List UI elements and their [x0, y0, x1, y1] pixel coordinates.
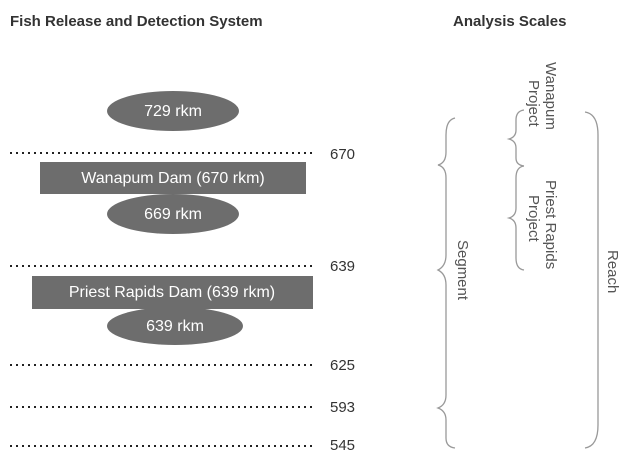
dam-box — [32, 276, 313, 309]
rkm-label: 625 — [330, 357, 355, 374]
segment-brace — [436, 117, 456, 449]
left-title: Fish Release and Detection System — [10, 13, 263, 30]
scales: Segment Wanapum Project Priest Rapids Pr… — [436, 62, 621, 449]
rkm-label: 639 — [330, 258, 355, 275]
detection-lines: 670 639 625 593 545 — [10, 146, 355, 454]
release-ellipse — [107, 307, 243, 345]
right-title: Analysis Scales — [453, 13, 566, 30]
dam-label: Priest Rapids Dam (639 rkm) — [69, 284, 275, 301]
release-ellipse — [107, 91, 239, 131]
release-label: 669 rkm — [144, 206, 202, 223]
rkm-label: 593 — [330, 399, 355, 416]
segment-label: Segment — [454, 240, 471, 301]
reach-label: Reach — [604, 250, 621, 293]
release-ellipse — [107, 194, 239, 234]
dam-box — [40, 162, 306, 194]
dam-label: Wanapum Dam (670 rkm) — [81, 170, 264, 187]
project-brace — [506, 165, 525, 271]
project-label: Project — [525, 80, 542, 128]
rkm-label: 545 — [330, 437, 355, 454]
project-brace — [506, 109, 525, 167]
project-label: Project — [525, 195, 542, 243]
dams: Wanapum Dam (670 rkm) Priest Rapids Dam … — [32, 162, 313, 309]
release-label: 639 rkm — [146, 318, 204, 335]
project-label: Wanapum — [542, 62, 559, 130]
rkm-label: 670 — [330, 146, 355, 163]
reach-brace — [584, 111, 599, 449]
project-label: Priest Rapids — [542, 180, 559, 269]
release-sites: 729 rkm 669 rkm 639 rkm — [107, 91, 243, 345]
release-label: 729 rkm — [144, 103, 202, 120]
